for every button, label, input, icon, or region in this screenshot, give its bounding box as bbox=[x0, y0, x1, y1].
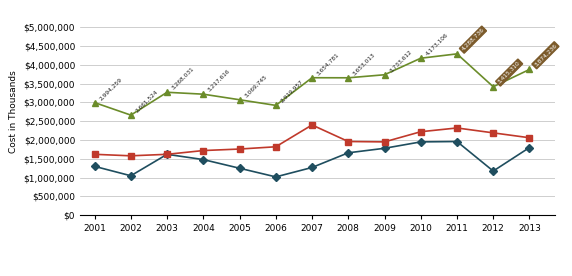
Text: 2,919,957: 2,919,957 bbox=[279, 79, 304, 104]
Text: 2,661,524: 2,661,524 bbox=[134, 89, 159, 114]
Text: 3,654,781: 3,654,781 bbox=[316, 52, 340, 76]
Text: 3,653,013: 3,653,013 bbox=[352, 52, 376, 76]
Text: 4,288,736: 4,288,736 bbox=[460, 27, 485, 52]
Text: 3,415,310: 3,415,310 bbox=[497, 60, 522, 85]
Text: 2,994,259: 2,994,259 bbox=[98, 76, 123, 101]
Text: 4,173,106: 4,173,106 bbox=[424, 32, 449, 57]
Text: 3,733,612: 3,733,612 bbox=[388, 49, 413, 73]
Text: 3,217,616: 3,217,616 bbox=[207, 68, 231, 93]
Text: 3,874,236: 3,874,236 bbox=[533, 43, 558, 68]
Y-axis label: Cost in Thousands: Cost in Thousands bbox=[9, 70, 18, 153]
Text: 3,268,031: 3,268,031 bbox=[170, 66, 195, 91]
Text: 3,069,745: 3,069,745 bbox=[243, 74, 268, 98]
